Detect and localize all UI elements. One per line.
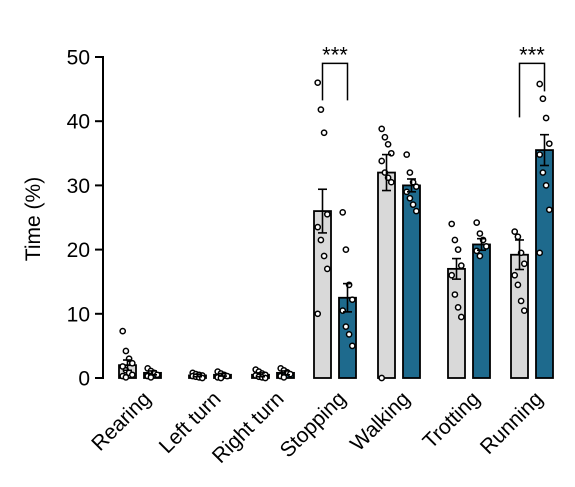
data-point: [520, 307, 528, 314]
x-category-label: Walking: [346, 387, 415, 456]
data-point: [381, 133, 389, 141]
data-point: [314, 310, 322, 318]
x-category-label: Running: [476, 387, 548, 459]
data-point: [122, 374, 130, 381]
data-point: [514, 233, 522, 241]
y-axis-label: Time (%): [22, 177, 45, 261]
significance-bracket: [321, 62, 349, 101]
data-point: [378, 374, 386, 382]
data-point: [412, 207, 420, 215]
data-point: [317, 236, 325, 244]
data-point: [345, 330, 353, 338]
data-point: [409, 201, 417, 209]
bar-walking-series-1: [377, 171, 396, 379]
data-point: [348, 342, 356, 350]
data-point: [122, 347, 130, 355]
data-point: [128, 359, 136, 367]
data-point: [542, 114, 550, 122]
data-point: [119, 327, 127, 335]
data-point: [539, 95, 547, 103]
data-point: [517, 297, 525, 305]
data-point: [323, 210, 331, 218]
y-tick-label: 20: [67, 239, 90, 262]
data-point: [448, 220, 456, 228]
bar-stopping-series-1: [313, 210, 332, 379]
data-point: [454, 246, 462, 253]
data-point: [406, 194, 414, 202]
data-point: [314, 223, 322, 231]
data-point: [542, 182, 550, 189]
data-point: [457, 262, 465, 269]
data-point: [378, 157, 386, 165]
data-point: [482, 243, 490, 250]
data-point: [448, 271, 456, 279]
data-point: [520, 260, 528, 268]
data-point: [545, 206, 553, 214]
data-point: [128, 371, 136, 379]
data-point: [473, 219, 481, 226]
x-category-label: Rearing: [87, 387, 155, 455]
significance-stars: ***: [322, 42, 348, 67]
data-point: [536, 151, 544, 158]
data-points: [119, 79, 553, 382]
significance-annotations: *** ***: [321, 42, 546, 118]
data-point: [348, 296, 356, 304]
y-tick-label: 30: [67, 175, 90, 198]
y-axis: 0 10 20 30 40 50: [67, 47, 104, 391]
data-point: [476, 252, 484, 260]
data-point: [451, 291, 459, 298]
data-point: [384, 140, 392, 148]
significance-stars: ***: [519, 42, 545, 67]
data-point: [317, 106, 325, 113]
y-tick-label: 40: [67, 111, 90, 134]
data-point: [476, 230, 484, 237]
data-point: [536, 80, 544, 88]
bars: [118, 149, 554, 379]
significance-bracket: [518, 62, 546, 118]
y-tick-label: 10: [67, 303, 90, 326]
data-point: [342, 246, 350, 253]
data-point: [314, 79, 322, 87]
x-category-label: Stopping: [276, 387, 351, 462]
data-point: [339, 209, 347, 216]
data-point: [323, 265, 331, 273]
error-bars: [123, 133, 549, 378]
data-point: [539, 169, 547, 176]
data-point: [511, 271, 519, 279]
data-point: [536, 249, 544, 257]
bar-trotting-series-2: [472, 243, 491, 379]
y-tick-label: 0: [78, 368, 90, 391]
data-point: [342, 323, 350, 330]
data-point: [406, 169, 414, 176]
data-point: [451, 236, 459, 244]
data-point: [378, 125, 386, 133]
data-point: [320, 129, 328, 137]
data-point: [511, 228, 519, 235]
data-point: [412, 183, 420, 191]
data-point: [403, 151, 411, 158]
data-point: [514, 281, 522, 289]
data-point: [545, 140, 553, 148]
data-point: [320, 252, 328, 260]
data-point: [387, 178, 395, 186]
y-tick-label: 50: [67, 47, 90, 70]
x-category-label: Trotting: [418, 387, 484, 453]
data-point: [457, 313, 465, 321]
bar-walking-series-2: [402, 184, 421, 379]
bar-trotting-series-1: [447, 267, 466, 379]
data-point: [454, 304, 462, 311]
